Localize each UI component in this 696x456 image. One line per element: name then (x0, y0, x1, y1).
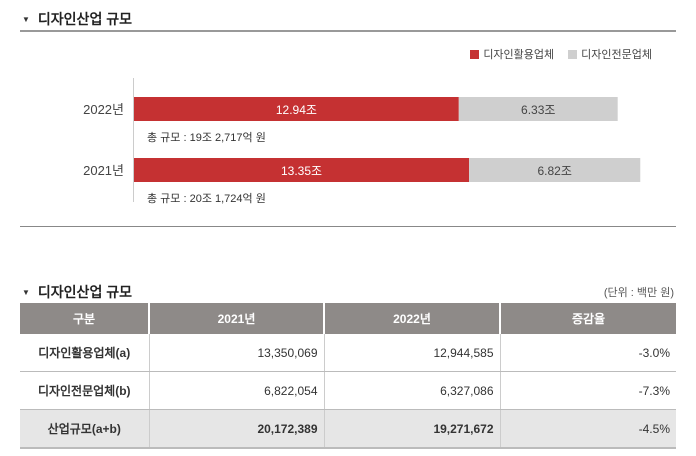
section-title-text: 디자인산업 규모 (37, 284, 132, 300)
legend-swatch (568, 50, 578, 59)
total-size-label: 총 규모 : 20조 1,724억 원 (147, 192, 266, 205)
cell: 19,271,672 (323, 409, 500, 449)
bar-segment (458, 97, 618, 121)
bar-segment (134, 97, 459, 121)
total-size-label: 총 규모 : 19조 2,717억 원 (147, 131, 266, 144)
cell: 12,944,585 (323, 334, 500, 372)
legend-item-b: 디자인전문업체 (568, 46, 652, 62)
cell: 20,172,389 (148, 409, 324, 449)
bar-value-label: 6.33조 (521, 103, 555, 117)
category-label: 2021년 (83, 163, 124, 178)
bar-value-label: 13.35조 (281, 164, 322, 178)
section-title-chart: ▼ 디자인산업 규모 (22, 9, 132, 29)
cell: 6,822,054 (148, 371, 324, 410)
cell: -4.5% (499, 409, 676, 449)
bar-value-label: 12.94조 (276, 103, 317, 117)
header-category: 구분 (20, 303, 149, 334)
row-label: 산업규모(a+b) (20, 409, 149, 449)
row-label: 디자인활용업체(a) (20, 334, 149, 372)
legend-item-a: 디자인활용업체 (470, 46, 554, 62)
bar-segment (134, 158, 470, 182)
industry-size-table: 구분 2021년 2022년 증감율 디자인활용업체(a) 13,350,069 1… (20, 303, 676, 449)
bar-segment (469, 158, 641, 182)
section-title-table: ▼ 디자인산업 규모 (22, 282, 132, 302)
legend-label: 디자인활용업체 (483, 49, 555, 61)
cell: 13,350,069 (148, 334, 324, 372)
section-title-text: 디자인산업 규모 (37, 11, 132, 27)
header-2022: 2022년 (323, 303, 500, 334)
cell: -7.3% (499, 371, 676, 410)
unit-label: (단위 : 백만 원) (603, 287, 674, 299)
section-divider (20, 226, 676, 227)
cell: 6,327,086 (323, 371, 500, 410)
chart-legend: 디자인활용업체 디자인전문업체 (470, 46, 652, 62)
row-label: 디자인전문업체(b) (20, 371, 149, 410)
legend-swatch (470, 50, 480, 59)
triangle-down-icon: ▼ (22, 14, 30, 24)
title-underline (20, 30, 676, 32)
table-row: 디자인활용업체(a) 13,350,069 12,944,585 -3.0% (20, 334, 676, 372)
legend-label: 디자인전문업체 (581, 49, 652, 61)
table-row: 디자인전문업체(b) 6,822,054 6,327,086 -7.3% (20, 371, 676, 410)
cell: -3.0% (499, 334, 676, 372)
header-2021: 2021년 (148, 303, 324, 334)
header-change-rate: 증감율 (499, 303, 676, 334)
triangle-down-icon: ▼ (22, 287, 30, 297)
bar-value-label: 6.82조 (537, 164, 571, 178)
table-row-total: 산업규모(a+b) 20,172,389 19,271,672 -4.5% (20, 409, 676, 449)
category-label: 2022년 (83, 102, 124, 117)
